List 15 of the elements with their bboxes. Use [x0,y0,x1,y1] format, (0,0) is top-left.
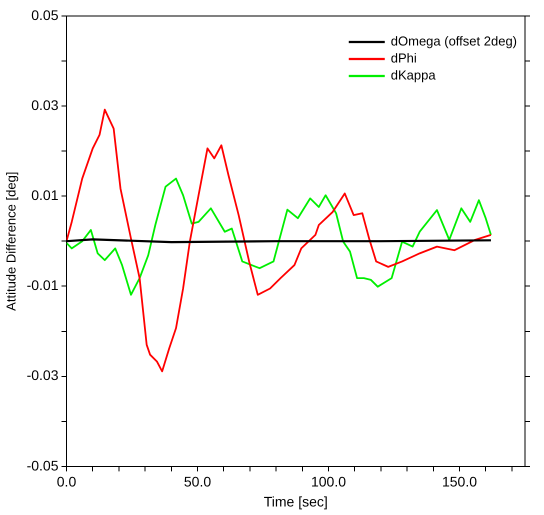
x-tick-label: 50.0 [184,474,212,490]
y-tick-label: -0.05 [26,457,59,474]
legend-label: dPhi [390,50,417,66]
x-tick-label: 100.0 [310,474,346,490]
y-tick-label: 0.05 [31,6,59,23]
y-tick-label: -0.03 [26,367,59,384]
y-tick-label: 0.01 [31,187,59,204]
legend-label: dKappa [390,68,436,83]
y-tick-label: -0.01 [26,277,59,294]
legend-label: dOmega (offset 2deg) [390,34,518,49]
y-tick-label: 0.03 [31,96,59,113]
y-axis-title: Attitude Difference [deg] [3,172,18,311]
x-tick-label: 0.0 [56,474,76,490]
x-axis-title: Time [sec] [264,493,328,510]
x-tick-label: 150.0 [442,474,478,490]
